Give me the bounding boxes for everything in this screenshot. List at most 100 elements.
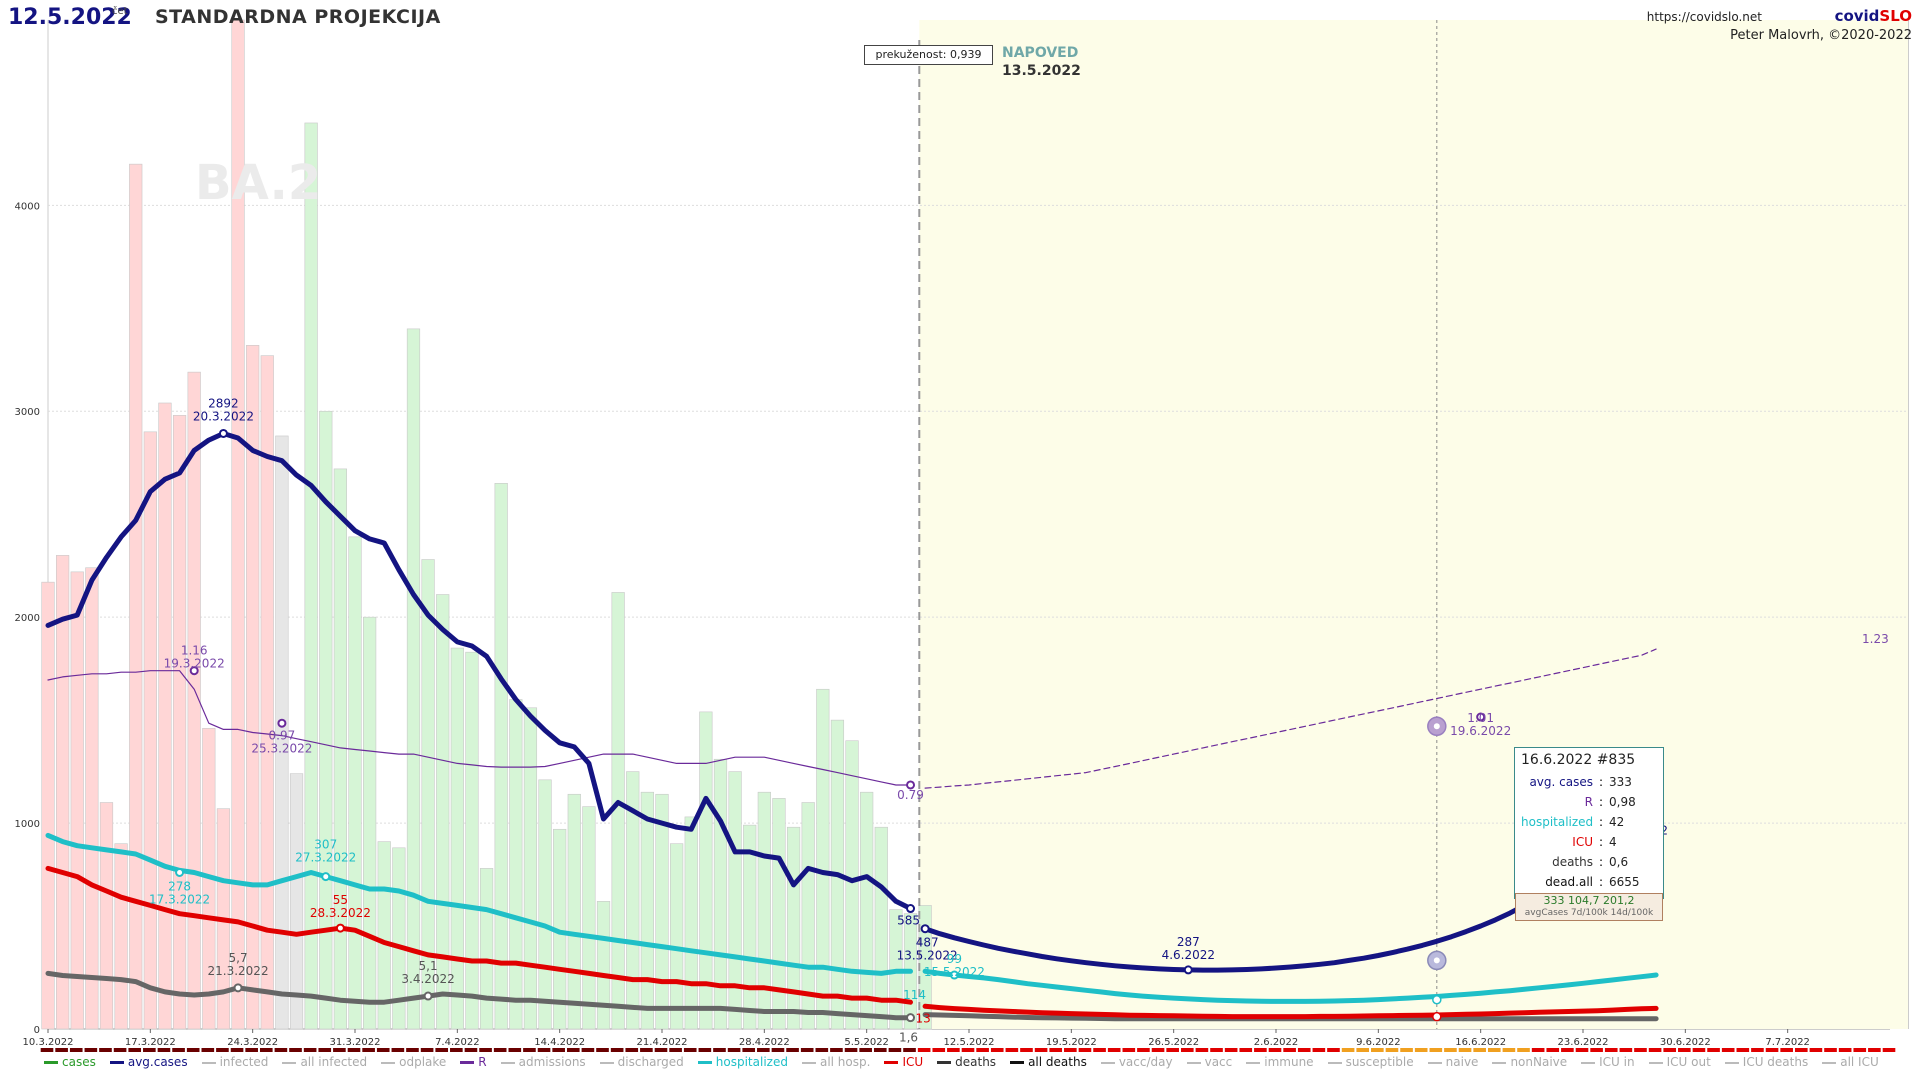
site-url[interactable]: https://covidslo.net [1646, 10, 1762, 24]
legend-swatch [460, 1061, 475, 1064]
date-strip-cell [625, 1048, 639, 1052]
legend-swatch [599, 1061, 614, 1064]
x-tick-label: 14.4.2022 [534, 1037, 585, 1048]
date-strip-cell [713, 1048, 726, 1052]
x-tick-label: 23.6.2022 [1558, 1037, 1609, 1048]
deaths-marker [906, 1013, 916, 1023]
date-strip-cell [201, 1048, 215, 1052]
case-bar [85, 567, 99, 1030]
date-strip-cell [1195, 1048, 1209, 1052]
y-tick-label: 2000 [15, 613, 40, 624]
case-bar [582, 806, 596, 1030]
date-strip-cell [961, 1048, 975, 1052]
legend-label: cases [62, 1055, 96, 1069]
legend-item[interactable]: R [460, 1055, 487, 1069]
date-strip-cell [1341, 1048, 1355, 1052]
case-bar [99, 802, 114, 1030]
date-strip-cell [376, 1048, 390, 1052]
legend-item[interactable]: ICU [884, 1055, 923, 1069]
legend-item[interactable]: vacc/day [1100, 1055, 1173, 1069]
legend-item[interactable]: vacc [1186, 1055, 1232, 1069]
legend-item[interactable]: avg.cases [109, 1055, 188, 1069]
legend-item[interactable]: ICU in [1581, 1055, 1635, 1069]
legend-label: ICU deaths [1742, 1055, 1809, 1069]
date-strip-cell [1371, 1048, 1384, 1052]
legend-item[interactable]: susceptible [1327, 1055, 1414, 1069]
case-bar [772, 798, 786, 1030]
legend-item[interactable]: nonNaive [1492, 1055, 1567, 1069]
r-marker [1476, 712, 1486, 722]
avg-cases-peak-marker [218, 428, 228, 438]
legend-label: admissions [518, 1055, 586, 1069]
case-bar [114, 843, 128, 1030]
legend-item[interactable]: all ICU [1822, 1055, 1879, 1069]
case-bar [158, 402, 172, 1030]
date-strip-cell [1838, 1048, 1852, 1052]
brand-part-a: covid [1834, 7, 1880, 25]
legend-item[interactable]: naive [1427, 1055, 1478, 1069]
legend-item[interactable]: all infected [282, 1055, 367, 1069]
date-strip-cell [1283, 1048, 1296, 1052]
annotation-value: 1.01 [1467, 711, 1494, 725]
legend-item[interactable]: discharged [599, 1055, 684, 1069]
tooltip-row: deaths:0,6 [1521, 852, 1657, 872]
date-strip-cell [1034, 1048, 1048, 1052]
date-strip-cell [1663, 1048, 1677, 1052]
x-tick-label: 24.3.2022 [227, 1037, 278, 1048]
case-bar [874, 826, 888, 1030]
date-strip-cell [1312, 1048, 1326, 1052]
case-bar [363, 616, 377, 1030]
case-bar [786, 826, 801, 1030]
legend-item[interactable]: admissions [500, 1055, 586, 1069]
legend-item[interactable]: all deaths [1010, 1055, 1087, 1069]
date-strip-cell [771, 1048, 785, 1052]
legend-item[interactable]: hospitalized [697, 1055, 788, 1069]
annotation-date: 19.6.2022 [1450, 724, 1511, 738]
date-strip-cell [1780, 1048, 1793, 1052]
case-bar [465, 651, 479, 1030]
brand-part-b: SLO [1879, 7, 1912, 25]
date-strip-cell [1122, 1048, 1136, 1052]
case-bar [626, 771, 640, 1030]
case-bar [670, 843, 684, 1030]
tooltip-row-label: deaths [1552, 855, 1593, 869]
case-bar [436, 594, 450, 1030]
tooltip-row-separator: : [1599, 875, 1604, 889]
legend-item[interactable]: odplake [381, 1055, 446, 1069]
case-bar [187, 371, 201, 1030]
date-strip-cell [1429, 1048, 1443, 1052]
date-strip-cell [1765, 1048, 1779, 1052]
annotation-value: 1.23 [1862, 632, 1889, 646]
date-strip-cell [1502, 1048, 1516, 1052]
annotation-value: 5,7 [229, 951, 248, 965]
legend-item[interactable]: ICU out [1648, 1055, 1711, 1069]
author-credit: Peter Malovrh, ©2020-2022 [1730, 28, 1912, 43]
x-tick-label: 7.4.2022 [435, 1037, 480, 1048]
date-strip-cell [1239, 1048, 1253, 1052]
date-strip-cell [1400, 1048, 1413, 1052]
date-strip-cell [903, 1048, 916, 1052]
date-strip-cell [596, 1048, 609, 1052]
date-strip-cell [610, 1048, 624, 1052]
date-strip-cell [1049, 1048, 1063, 1052]
legend-swatch [1648, 1061, 1663, 1064]
legend-item[interactable]: deaths [937, 1055, 996, 1069]
date-strip-cell [128, 1048, 142, 1052]
annotation-date: 27.3.2022 [295, 851, 356, 865]
date-strip-cell [1224, 1048, 1238, 1052]
legend-item[interactable]: ICU deaths [1724, 1055, 1809, 1069]
date-strip-cell [1721, 1048, 1735, 1052]
legend-swatch [801, 1061, 816, 1064]
deaths-marker [233, 983, 243, 993]
tooltip-row-value: 6655 [1609, 875, 1640, 889]
date-strip-cell [186, 1048, 200, 1052]
legend-label: ICU in [1599, 1055, 1635, 1069]
legend-item[interactable]: infected [201, 1055, 268, 1069]
legend-item[interactable]: immune [1246, 1055, 1314, 1069]
legend-item[interactable]: all hosp. [801, 1055, 870, 1069]
legend-label: odplake [399, 1055, 447, 1069]
legend-swatch [1822, 1061, 1837, 1064]
y-tick-label: 1000 [15, 819, 40, 830]
tooltip-row-value: 42 [1609, 815, 1625, 829]
legend-item[interactable]: cases [44, 1055, 96, 1069]
